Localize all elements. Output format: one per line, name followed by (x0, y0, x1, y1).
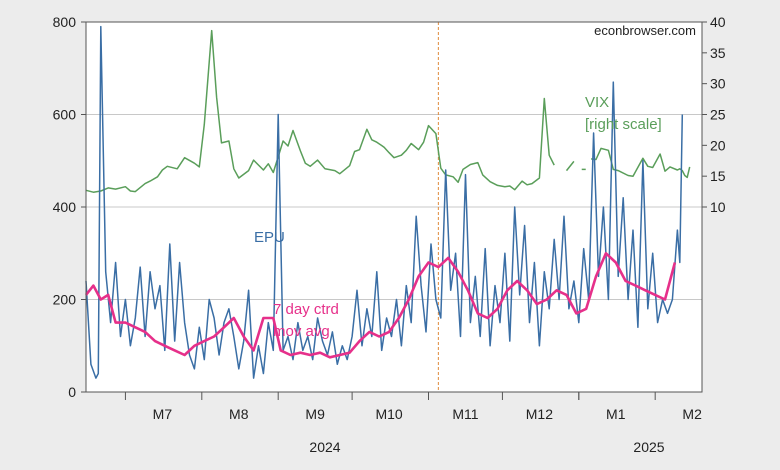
right-axis-tick-label: 20 (710, 137, 726, 153)
left-axis-tick-label: 0 (68, 384, 76, 400)
right-axis-tick-label: 10 (710, 199, 726, 215)
moving-average-label: 7 day ctrd (273, 301, 339, 318)
vix-line (85, 29, 555, 193)
x-axis-tick-label: M1 (606, 406, 626, 422)
year-label: 2024 (309, 439, 340, 455)
right-axis-tick-label: 15 (710, 168, 726, 184)
vix-line (565, 160, 575, 172)
x-axis-tick-label: M8 (229, 406, 249, 422)
left-axis-tick-label: 400 (53, 199, 77, 215)
year-label: 2025 (633, 439, 664, 455)
left-axis-tick-label: 800 (53, 14, 77, 30)
series-layer (84, 25, 691, 379)
left-axis-tick-label: 200 (53, 292, 77, 308)
left-axis-tick-label: 600 (53, 107, 77, 123)
x-axis-tick-label: M2 (682, 406, 702, 422)
x-axis-tick-label: M7 (153, 406, 173, 422)
vix-label: [right scale] (585, 116, 662, 133)
right-axis-tick-label: 40 (710, 14, 726, 30)
x-axis-tick-label: M9 (305, 406, 325, 422)
x-axis-tick-label: M11 (452, 406, 478, 422)
right-axis-tick-label: 25 (710, 107, 726, 123)
x-axis-tick-label: M10 (375, 406, 402, 422)
epu-label: EPU (254, 229, 285, 246)
annotations: EPU 7 day ctrd mov avg VIX [right scale] (254, 94, 662, 340)
right-axis-tick-label: 30 (710, 76, 726, 92)
vix-label: VIX (585, 94, 609, 111)
watermark: econbrowser.com (594, 23, 696, 38)
moving-average-line (84, 252, 677, 359)
moving-average-label: mov avg (273, 323, 330, 340)
x-axis-tick-label: M12 (526, 406, 553, 422)
right-axis-tick-label: 35 (710, 45, 726, 61)
